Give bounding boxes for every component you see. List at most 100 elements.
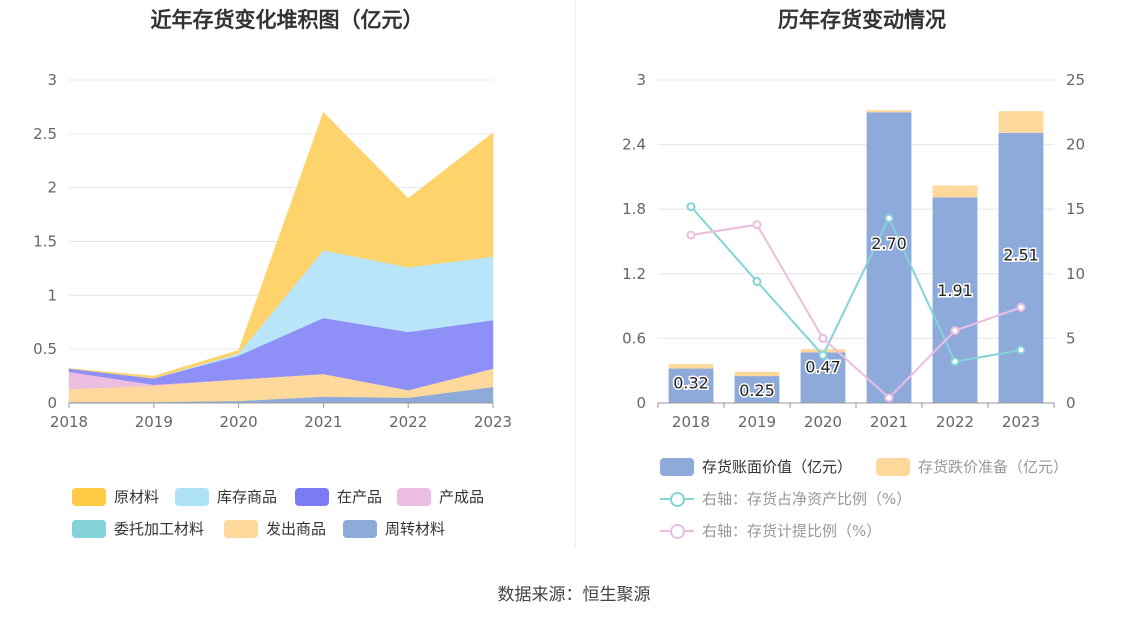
legend-label: 发出商品 — [266, 520, 327, 538]
bar-data-label: 2.70 — [871, 234, 907, 253]
legend-item[interactable]: 存货跌价准备（亿元） — [876, 456, 1068, 477]
legend-swatch — [660, 490, 694, 508]
bar-data-label: 2.51 — [1003, 245, 1039, 264]
y-tick-label: 2.5 — [33, 125, 57, 143]
line-point — [950, 357, 960, 367]
legend-label: 右轴：存货计提比例（%） — [702, 522, 882, 540]
line-point — [686, 202, 696, 212]
legend-label: 原材料 — [114, 488, 160, 506]
y2-tick-label: 15 — [1066, 200, 1085, 218]
x-tick-label: 2021 — [304, 413, 342, 431]
x-tick-label: 2019 — [135, 413, 173, 431]
bar-存货账面价值（亿元） — [734, 376, 780, 403]
bar-data-label: 0.47 — [805, 357, 841, 376]
y-tick-label: 0 — [47, 394, 57, 412]
legend-label: 存货跌价准备（亿元） — [918, 458, 1069, 476]
x-tick-label: 2023 — [474, 413, 512, 431]
line-point — [884, 393, 894, 403]
line-右轴：存货计提比例（%） — [690, 223, 1022, 400]
bar-存货跌价准备（亿元） — [734, 371, 780, 377]
bar-存货账面价值（亿元） — [668, 368, 714, 403]
bar-存货账面价值（亿元） — [998, 132, 1044, 404]
bar-存货账面价值（亿元） — [866, 112, 912, 404]
x-tick-label: 2020 — [804, 413, 842, 431]
legend-label: 在产品 — [337, 488, 383, 506]
legend-swatch — [72, 519, 106, 538]
bar-存货账面价值（亿元） — [932, 197, 978, 403]
y2-tick-label: 0 — [1066, 394, 1076, 412]
legend-swatch — [175, 487, 209, 506]
y2-tick-label: 20 — [1066, 136, 1085, 154]
bar-存货跌价准备（亿元） — [932, 185, 978, 198]
stacked-area-panel: 近年存货变化堆积图（亿元） 0 0.5 1 1.5 2 2.5 3 2018 2019 2020 2… — [0, 0, 574, 560]
y-tick-label: 2 — [47, 179, 57, 197]
line-point — [1016, 345, 1026, 355]
right-legend: 存货账面价值（亿元） 存货跌价准备（亿元） 右轴：存货占净资产比例（%） 右轴：存货计… — [576, 0, 1148, 560]
left-chart-title: 近年存货变化堆积图（亿元） — [150, 8, 424, 32]
line-point — [752, 277, 762, 287]
line-point — [686, 230, 696, 240]
legend-item[interactable]: 库存商品 — [175, 486, 277, 507]
legend-swatch — [295, 487, 329, 506]
x-tick-label: 2022 — [389, 413, 427, 431]
legend-label: 产成品 — [439, 488, 485, 506]
bar-data-label: 0.32 — [673, 374, 709, 393]
legend-label: 右轴：存货占净资产比例（%） — [702, 490, 912, 508]
bar-存货跌价准备（亿元） — [998, 111, 1044, 133]
legend-item[interactable]: 存货账面价值（亿元） — [660, 456, 852, 477]
line-point — [752, 220, 762, 230]
y-tick-label: 1.2 — [622, 265, 646, 283]
legend-label: 委托加工材料 — [114, 520, 205, 538]
bar-存货跌价准备（亿元） — [668, 364, 714, 369]
legend-label: 库存商品 — [217, 488, 278, 506]
y2-tick-label: 25 — [1066, 71, 1085, 89]
legend-swatch — [660, 522, 694, 540]
x-tick-label: 2023 — [1002, 413, 1040, 431]
legend-label: 周转材料 — [385, 520, 446, 538]
left-legend: 原材料 库存商品 在产品 产成品委托加工材料 发出商品 周转材料 — [0, 0, 574, 560]
legend-item[interactable]: 在产品 — [295, 486, 382, 507]
y2-tick-label: 5 — [1066, 329, 1076, 347]
line-point — [818, 350, 828, 360]
x-tick-label: 2020 — [220, 413, 258, 431]
y-tick-label: 0 — [636, 394, 646, 412]
stacked-area-chart: 0 0.5 1 1.5 2 2.5 3 2018 2019 2020 2021 2022 2023 — [33, 71, 512, 431]
y-tick-label: 1.5 — [33, 233, 57, 251]
legend-swatch — [343, 519, 377, 538]
legend-item[interactable]: 委托加工材料 — [72, 518, 204, 539]
x-tick-label: 2018 — [672, 413, 710, 431]
y-tick-label: 1 — [47, 286, 57, 304]
bar-line-panel: 历年存货变动情况 0 0.6 1.2 1.8 2.4 3 0 5 10 15 20 25 2018 201… — [576, 0, 1148, 560]
x-tick-label: 2019 — [738, 413, 776, 431]
y-tick-label: 0.6 — [622, 329, 646, 347]
line-point — [950, 326, 960, 336]
panel-divider — [575, 0, 576, 548]
line-point — [1016, 302, 1026, 312]
legend-swatch — [397, 487, 431, 506]
legend-item[interactable]: 周转材料 — [343, 518, 445, 539]
legend-item[interactable]: 右轴：存货计提比例（%） — [660, 520, 881, 541]
y-tick-label: 3 — [47, 71, 57, 89]
data-source-note: 数据来源：恒生聚源 — [497, 585, 651, 605]
y-tick-label: 3 — [636, 71, 646, 89]
line-右轴：存货占净资产比例（%） — [690, 205, 1022, 363]
x-tick-label: 2018 — [50, 413, 88, 431]
bar-data-label: 0.25 — [739, 381, 775, 400]
area-原材料 — [68, 111, 494, 379]
legend-swatch — [72, 487, 106, 506]
right-chart-title: 历年存货变动情况 — [778, 8, 946, 32]
x-tick-label: 2022 — [936, 413, 974, 431]
legend-item[interactable]: 发出商品 — [224, 518, 326, 539]
legend-item[interactable]: 右轴：存货占净资产比例（%） — [660, 488, 911, 509]
bar-存货跌价准备（亿元） — [866, 110, 912, 113]
y-tick-label: 2.4 — [622, 136, 646, 154]
legend-swatch — [224, 519, 258, 538]
y-tick-label: 1.8 — [622, 200, 646, 218]
legend-item[interactable]: 原材料 — [72, 486, 159, 507]
y-tick-label: 0.5 — [33, 340, 57, 358]
y2-tick-label: 10 — [1066, 265, 1085, 283]
bar-存货账面价值（亿元） — [800, 352, 846, 403]
legend-item[interactable]: 产成品 — [397, 486, 484, 507]
line-point — [818, 333, 828, 343]
legend-label: 存货账面价值（亿元） — [702, 458, 853, 476]
